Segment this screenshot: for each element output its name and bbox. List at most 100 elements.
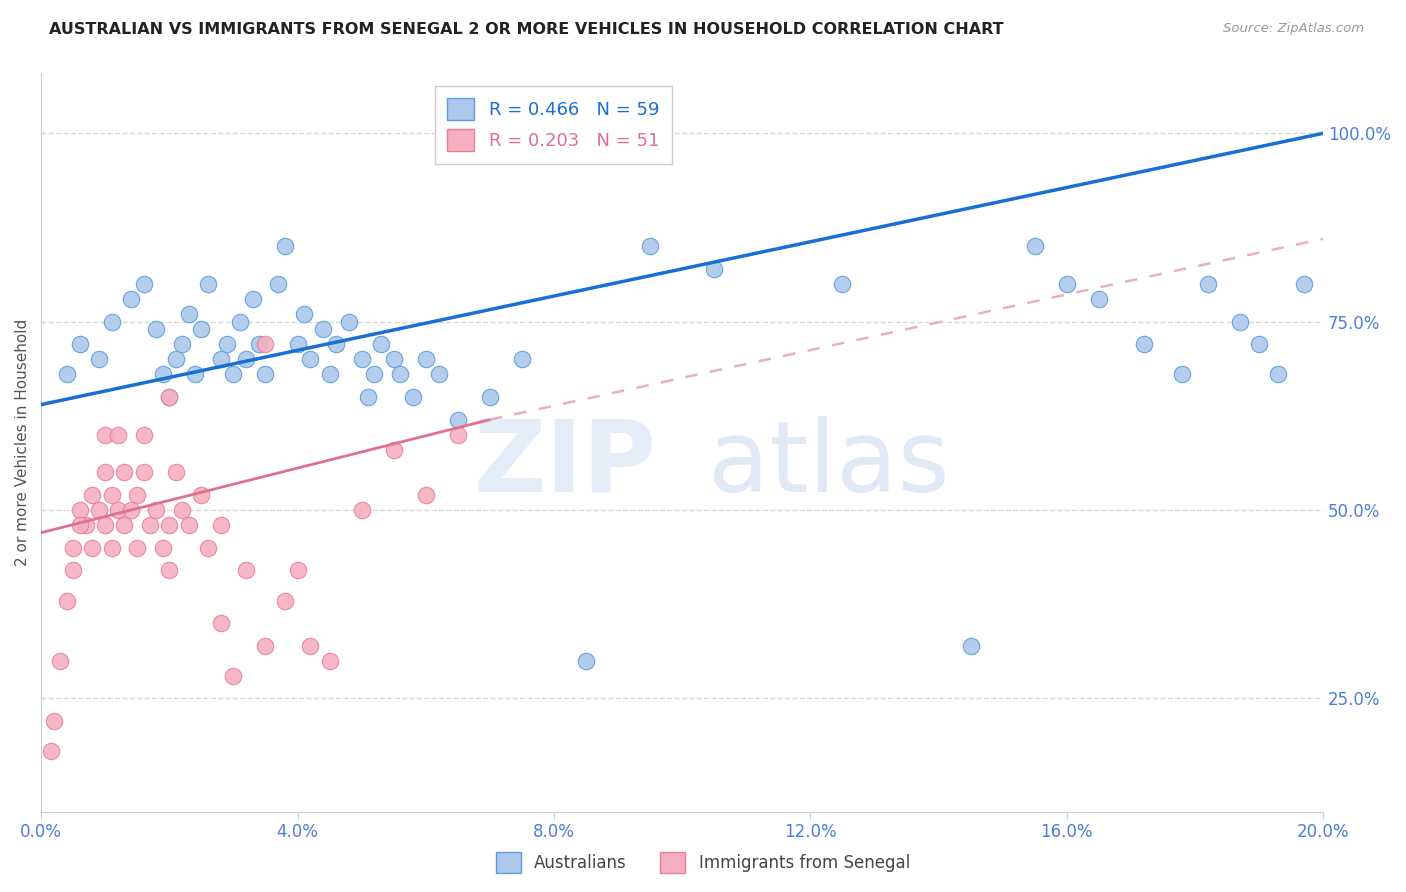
Point (132, 427, 155, 442)
Point (447, 427, 470, 442)
Point (247, 337, 270, 351)
Point (312, 322, 335, 336)
Point (87, 352, 110, 367)
Point (82, 488, 104, 502)
Point (165, 466, 187, 480)
Point (1229, 315, 1251, 329)
Point (120, 503, 142, 517)
Point (190, 488, 212, 502)
Point (114, 466, 136, 480)
Point (287, 337, 309, 351)
Point (172, 503, 194, 517)
Point (389, 368, 412, 382)
Point (209, 616, 232, 631)
Point (325, 337, 347, 351)
Point (55, 368, 77, 382)
Point (254, 639, 277, 653)
Point (1132, 337, 1154, 351)
Point (350, 352, 373, 367)
Point (1171, 368, 1194, 382)
Point (69, 518, 91, 533)
Legend: Australians, Immigrants from Senegal: Australians, Immigrants from Senegal (489, 846, 917, 880)
Y-axis label: 2 or more Vehicles in Household: 2 or more Vehicles in Household (15, 318, 30, 566)
Point (350, 503, 373, 517)
Point (703, 261, 725, 276)
Point (139, 518, 162, 533)
Point (69, 337, 91, 351)
Point (299, 352, 322, 367)
Point (100, 315, 122, 329)
Point (152, 368, 174, 382)
Point (382, 442, 405, 457)
Point (197, 277, 219, 291)
Point (107, 503, 129, 517)
Point (209, 518, 232, 533)
Point (190, 322, 212, 336)
Point (127, 541, 149, 555)
Point (415, 352, 437, 367)
Point (120, 292, 142, 306)
Point (132, 466, 155, 480)
Point (510, 352, 533, 367)
Legend: R = 0.466   N = 59, R = 0.203   N = 51: R = 0.466 N = 59, R = 0.203 N = 51 (434, 86, 672, 164)
Point (299, 639, 322, 653)
Point (209, 352, 232, 367)
Point (82, 541, 104, 555)
Point (42, 714, 65, 728)
Point (184, 368, 207, 382)
Point (357, 390, 380, 404)
Point (132, 277, 155, 291)
Point (94, 518, 117, 533)
Point (127, 488, 149, 502)
Point (94, 466, 117, 480)
Point (254, 337, 277, 351)
Point (94, 427, 117, 442)
Point (152, 541, 174, 555)
Point (107, 427, 129, 442)
Point (427, 368, 450, 382)
Point (370, 337, 392, 351)
Point (177, 307, 200, 321)
Point (363, 368, 385, 382)
Point (1267, 368, 1289, 382)
Point (87, 503, 110, 517)
Point (254, 368, 277, 382)
Point (100, 488, 122, 502)
Point (177, 518, 200, 533)
Point (415, 488, 437, 502)
Point (267, 277, 290, 291)
Point (157, 390, 180, 404)
Point (172, 337, 194, 351)
Point (235, 352, 257, 367)
Point (215, 337, 238, 351)
Point (157, 563, 180, 577)
Text: atlas: atlas (707, 416, 949, 513)
Point (145, 503, 167, 517)
Point (222, 669, 245, 683)
Point (39, 744, 62, 758)
Point (959, 639, 981, 653)
Point (197, 541, 219, 555)
Point (157, 390, 180, 404)
Point (75, 518, 97, 533)
Point (235, 563, 257, 577)
Point (318, 654, 340, 668)
Point (242, 292, 264, 306)
Text: ZIP: ZIP (474, 416, 657, 513)
Point (273, 593, 295, 607)
Point (478, 390, 501, 404)
Point (1087, 292, 1109, 306)
Point (831, 277, 853, 291)
Point (49, 654, 72, 668)
Point (1292, 277, 1315, 291)
Point (1247, 337, 1270, 351)
Point (157, 518, 180, 533)
Point (222, 368, 245, 382)
Point (292, 307, 315, 321)
Point (318, 368, 340, 382)
Point (62, 541, 84, 555)
Text: AUSTRALIAN VS IMMIGRANTS FROM SENEGAL 2 OR MORE VEHICLES IN HOUSEHOLD CORRELATIO: AUSTRALIAN VS IMMIGRANTS FROM SENEGAL 2 … (49, 22, 1004, 37)
Point (575, 654, 598, 668)
Point (273, 239, 295, 253)
Point (114, 518, 136, 533)
